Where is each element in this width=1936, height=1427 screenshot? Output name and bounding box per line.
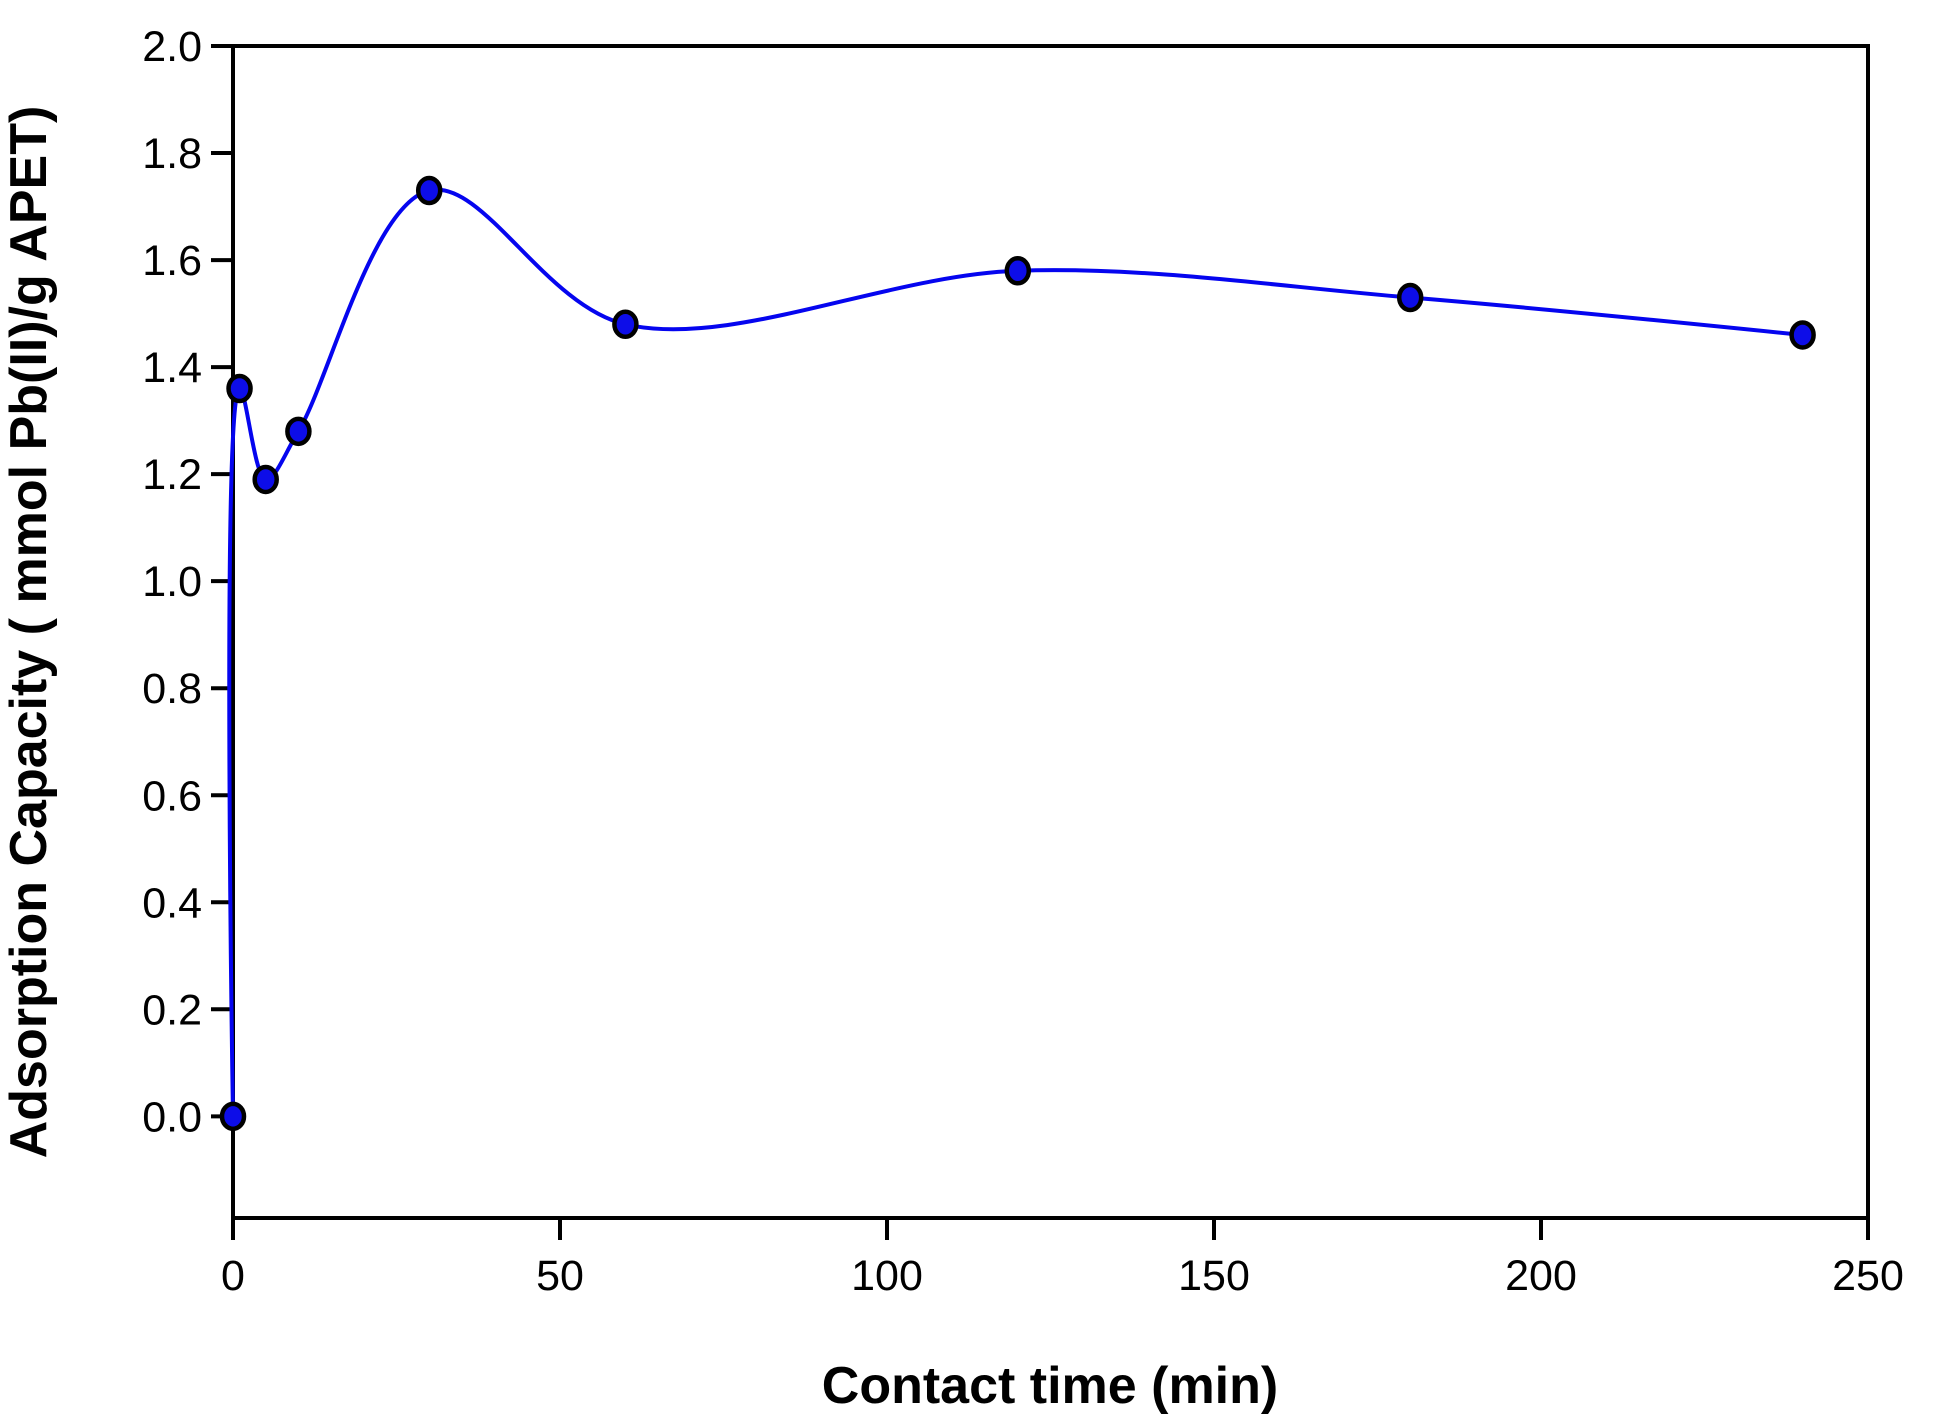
data-point-marker [219, 1101, 247, 1132]
x-tick-label: 150 [1178, 1252, 1250, 1300]
data-point-marker [1789, 320, 1816, 350]
data-series-group [219, 175, 1816, 1132]
x-axis-title: Contact time (min) [822, 1357, 1278, 1415]
y-tick-label: 0.8 [142, 665, 202, 713]
axis-ticks-group [211, 44, 1870, 1240]
y-tick-label: 1.6 [142, 237, 202, 285]
data-point-marker [1004, 256, 1032, 286]
tick-labels-group: 0 50 100 150 200 250 0.0 0.2 0.4 0.6 0.8 1.0 1.2 1.4 1… [142, 23, 1904, 1300]
y-tick-label: 0.6 [142, 772, 202, 820]
y-tick-label: 1.2 [142, 451, 202, 499]
x-tick-label: 0 [221, 1252, 245, 1300]
data-point-marker [612, 309, 639, 340]
data-point-marker [1396, 282, 1424, 313]
x-tick-label: 250 [1832, 1252, 1904, 1300]
x-tick-label: 100 [851, 1252, 923, 1300]
y-tick-label: 1.4 [142, 344, 202, 392]
y-axis-title: Adsorption Capacity ( mmol Pb(II)/g APET… [0, 106, 58, 1159]
x-tick-label: 200 [1505, 1252, 1577, 1300]
y-tick-label: 0.0 [142, 1093, 202, 1141]
plot-frame-group [231, 44, 1870, 1220]
y-tick-label: 2.0 [142, 23, 202, 71]
y-tick-label: 1.0 [142, 558, 202, 606]
data-point-marker [285, 416, 312, 447]
data-point-marker [415, 175, 443, 206]
y-tick-label: 0.4 [142, 879, 202, 927]
y-tick-label: 0.2 [142, 986, 202, 1034]
data-point-marker [252, 464, 279, 495]
data-point-marker [226, 373, 253, 404]
series-curve [227, 187, 1803, 1117]
plot-frame [231, 44, 1870, 1220]
y-tick-label: 1.8 [142, 130, 202, 178]
x-tick-label: 50 [536, 1252, 584, 1300]
